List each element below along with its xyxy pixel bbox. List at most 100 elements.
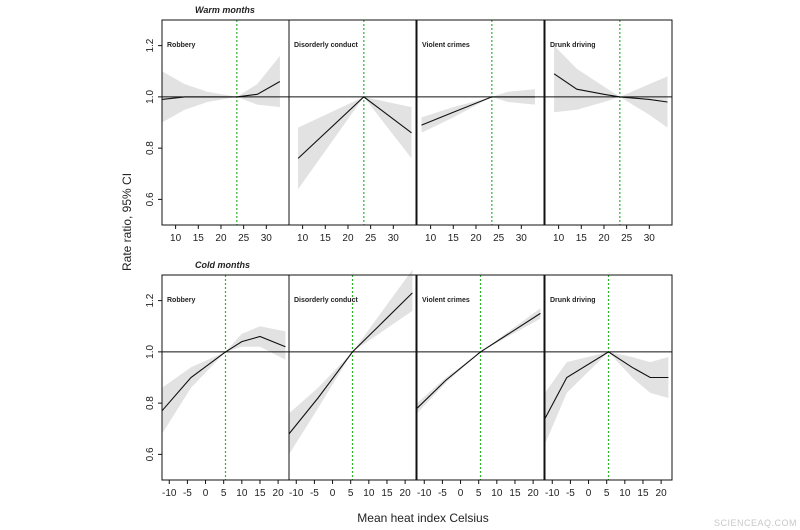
panel-1: Warm months Robbery 10 15 20 25 30 0.6 0.8 1.0 1.2	[145, 5, 290, 244]
x-tick-label: 20	[400, 488, 412, 499]
x-tick-label: 25	[493, 233, 505, 244]
y-tick-label: 0.8	[145, 396, 156, 410]
x-tick-label: 25	[621, 233, 633, 244]
x-tick-label: 15	[509, 488, 521, 499]
confidence-band	[162, 55, 280, 123]
x-tick-label: 15	[637, 488, 649, 499]
x-tick-label: -5	[566, 488, 575, 499]
x-tick-label: 0	[203, 488, 209, 499]
estimate-line	[553, 73, 668, 103]
y-tick-label: 1.2	[145, 293, 156, 307]
x-tick-label: 15	[193, 233, 205, 244]
x-tick-label: 0	[586, 488, 592, 499]
x-tick-label: 10	[236, 488, 248, 499]
panel-title: Drunk driving	[550, 42, 596, 49]
x-tick-label: 20	[598, 233, 610, 244]
x-tick-label: 5	[348, 488, 354, 499]
x-tick-label: 30	[644, 233, 656, 244]
y-tick-label: 0.6	[145, 447, 156, 461]
confidence-band	[421, 89, 535, 133]
panel-grid: Warm months Robbery 10 15 20 25 30 0.6 0.8 1.0 1.2…	[145, 5, 673, 499]
panel-title: Disorderly conduct	[294, 42, 358, 49]
panel-7: Violent crimes -10 -5 0 5 10 15 20	[416, 274, 545, 499]
x-tick-label: 10	[553, 233, 565, 244]
x-tick-label: 30	[516, 233, 528, 244]
x-tick-label: -10	[289, 488, 304, 499]
x-tick-label: 10	[619, 488, 631, 499]
y-axis-title: Rate ratio, 95% CI	[120, 173, 134, 271]
x-tick-label: 20	[342, 233, 354, 244]
y-tick-label: 1.0	[145, 345, 156, 359]
panel-6: Disorderly conduct -10 -5 0 5 10 15 20	[288, 269, 417, 499]
x-tick-label: -10	[417, 488, 432, 499]
x-tick-label: 5	[604, 488, 610, 499]
panel-title: Robbery	[167, 297, 196, 304]
x-tick-label: 15	[381, 488, 393, 499]
x-tick-label: 0	[458, 488, 464, 499]
x-tick-label: 5	[476, 488, 482, 499]
confidence-band	[545, 351, 669, 445]
estimate-line	[288, 292, 413, 435]
x-tick-label: -5	[183, 488, 192, 499]
x-tick-label: 10	[297, 233, 309, 244]
panel-frame	[288, 274, 417, 481]
y-tick-label: 0.8	[145, 141, 156, 155]
x-tick-label: 30	[261, 233, 273, 244]
x-tick-label: 15	[320, 233, 332, 244]
confidence-band	[289, 269, 413, 455]
estimate-line	[161, 335, 286, 412]
x-tick-label: -5	[310, 488, 319, 499]
panel-title: Drunk driving	[550, 297, 596, 304]
x-tick-label: -5	[438, 488, 447, 499]
section-title: Cold months	[195, 260, 250, 270]
y-tick-label: 1.2	[145, 38, 156, 52]
y-tick-label: 1.0	[145, 90, 156, 104]
x-tick-label: 10	[363, 488, 375, 499]
x-tick-label: 25	[365, 233, 377, 244]
confidence-band	[554, 45, 668, 128]
watermark: SCIENCEAQ.COM	[714, 518, 797, 528]
x-tick-label: 5	[221, 488, 227, 499]
panel-2: Disorderly conduct 10 15 20 25 30	[288, 19, 417, 244]
x-tick-label: 15	[576, 233, 588, 244]
x-tick-label: 15	[448, 233, 460, 244]
x-tick-label: 15	[254, 488, 266, 499]
x-tick-label: 20	[273, 488, 285, 499]
x-tick-label: 30	[388, 233, 400, 244]
x-tick-label: 20	[215, 233, 227, 244]
panel-5: Cold months Robbery -10 -5 0 5 10 15 20 0.6 0.8 1.0…	[145, 260, 290, 499]
panel-title: Disorderly conduct	[294, 297, 358, 304]
x-tick-label: -10	[545, 488, 560, 499]
panel-frame	[416, 19, 545, 226]
panel-frame	[544, 19, 673, 226]
panel-8: Drunk driving -10 -5 0 5 10 15 20	[544, 274, 673, 499]
x-tick-label: 20	[470, 233, 482, 244]
estimate-line	[161, 81, 281, 100]
panel-4: Drunk driving 10 15 20 25 30	[544, 19, 673, 244]
panel-title: Violent crimes	[422, 297, 470, 304]
confidence-band	[417, 308, 541, 414]
panel-3: Violent crimes 10 15 20 25 30	[416, 19, 545, 244]
confidence-band	[298, 96, 412, 190]
x-tick-label: 20	[528, 488, 540, 499]
estimate-line	[416, 312, 541, 409]
x-tick-label: 10	[425, 233, 437, 244]
x-tick-label: 10	[170, 233, 182, 244]
panel-frame	[544, 274, 673, 481]
panel-frame	[161, 19, 290, 226]
panel-title: Robbery	[167, 42, 196, 49]
section-title: Warm months	[195, 5, 255, 15]
estimate-line	[544, 351, 669, 419]
x-tick-label: 10	[491, 488, 503, 499]
x-axis-title: Mean heat index Celsius	[357, 511, 488, 525]
panel-frame	[288, 19, 417, 226]
x-tick-label: -10	[162, 488, 177, 499]
x-tick-label: 0	[330, 488, 336, 499]
y-tick-label: 0.6	[145, 192, 156, 206]
x-tick-label: 25	[238, 233, 250, 244]
x-tick-label: 20	[656, 488, 668, 499]
panel-frame	[416, 274, 545, 481]
confidence-band	[162, 326, 286, 434]
estimate-line	[421, 96, 535, 126]
